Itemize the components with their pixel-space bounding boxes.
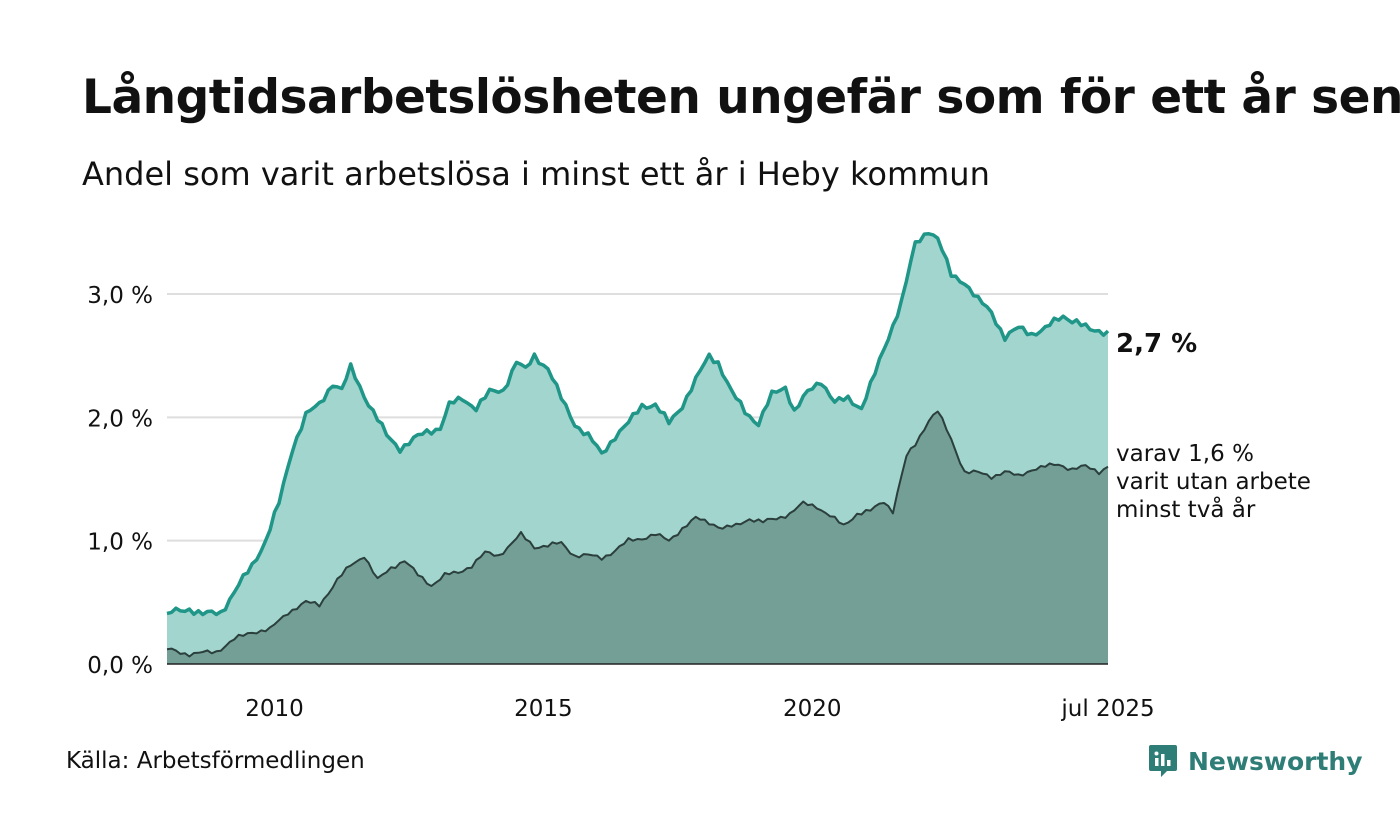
series-area-minst-tva-ar bbox=[167, 411, 1108, 664]
y-tick-label: 0,0 % bbox=[87, 653, 153, 679]
sub-note-line: varit utan arbete bbox=[1116, 469, 1311, 495]
chart-subtitle: Andel som varit arbetslösa i minst ett å… bbox=[82, 155, 990, 193]
x-tick-label: 2020 bbox=[783, 696, 842, 722]
source-note: Källa: Arbetsförmedlingen bbox=[66, 748, 365, 774]
y-tick-label: 2,0 % bbox=[87, 406, 153, 432]
sub-note-line: minst två år bbox=[1116, 495, 1256, 523]
series-line-minst-tva-ar bbox=[166, 410, 1109, 658]
sub-note-line: varav 1,6 % bbox=[1116, 441, 1254, 467]
chart-title: Långtidsarbetslösheten ungefär som för e… bbox=[82, 70, 1400, 125]
y-tick-label: 1,0 % bbox=[87, 530, 153, 556]
brand-name: Newsworthy bbox=[1188, 746, 1363, 776]
newsworthy-logo-icon bbox=[1149, 745, 1177, 777]
x-tick-label: jul 2025 bbox=[1060, 696, 1154, 722]
x-tick-label: 2010 bbox=[245, 696, 304, 722]
x-tick-label: 2015 bbox=[514, 696, 573, 722]
last-value-label: 2,7 % bbox=[1116, 329, 1197, 359]
brand-logo[interactable]: Newsworthy bbox=[1148, 743, 1363, 779]
y-tick-label: 3,0 % bbox=[87, 283, 153, 309]
series-line-minst-ett-ar bbox=[166, 232, 1110, 617]
